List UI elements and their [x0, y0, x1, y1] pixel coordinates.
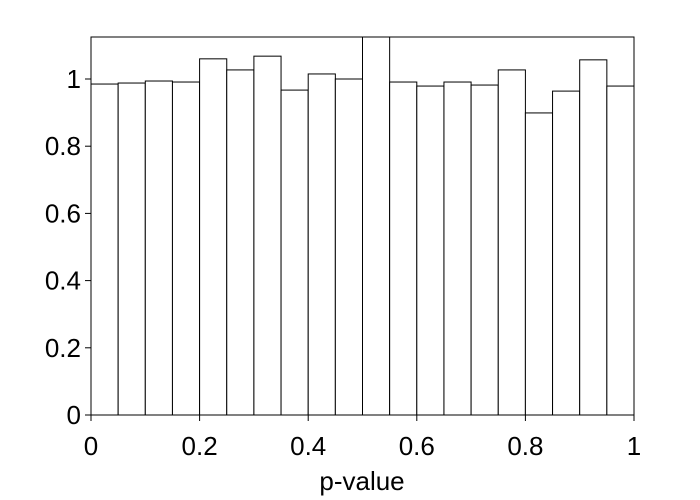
bar: [253, 55, 282, 416]
bar: [362, 37, 391, 416]
bar: [606, 85, 634, 416]
bar: [226, 69, 255, 416]
y-tick-label: 0.6: [45, 198, 81, 228]
x-tick-label: 0.2: [182, 431, 218, 461]
bar: [144, 80, 173, 416]
bar: [307, 73, 336, 416]
bar: [171, 81, 201, 416]
x-tick-label: 0.8: [507, 431, 543, 461]
bar: [552, 90, 581, 416]
bar: [470, 84, 499, 416]
bar: [497, 69, 526, 416]
bars: [91, 37, 634, 416]
bar: [334, 78, 364, 416]
bar: [389, 81, 418, 416]
x-tick-label: 0.4: [290, 431, 326, 461]
bar: [280, 89, 309, 416]
bar: [443, 81, 472, 416]
plot-frame: [90, 36, 635, 416]
y-tick-label: 0.8: [45, 131, 81, 161]
bar: [91, 83, 119, 416]
bar: [524, 112, 554, 416]
bar: [416, 85, 445, 416]
y-tick-label: 1: [67, 64, 81, 94]
bar: [579, 59, 608, 416]
x-axis-label: p-value: [319, 466, 404, 496]
bar: [199, 58, 228, 416]
bar: [117, 82, 146, 416]
y-tick-label: 0.4: [45, 266, 81, 296]
x-tick-label: 0.6: [399, 431, 435, 461]
x-tick-label: 1: [627, 431, 641, 461]
y-tick-label: 0.2: [45, 333, 81, 363]
x-tick-label: 0: [84, 431, 98, 461]
y-tick-label: 0: [67, 400, 81, 430]
